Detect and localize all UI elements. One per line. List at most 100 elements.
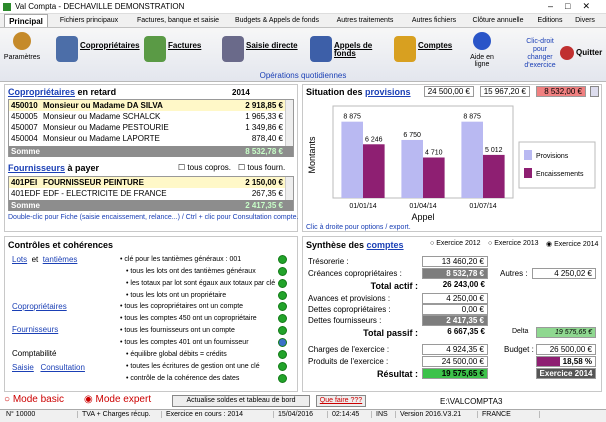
- check-all-suppliers[interactable]: ☐ tous fourn.: [238, 163, 286, 172]
- menu-tab[interactable]: Divers: [575, 17, 595, 24]
- controls-title: Contrôles et cohérences: [8, 240, 114, 250]
- suppliers-title: Fournisseurs à payer: [8, 163, 99, 173]
- suppliers-control-link[interactable]: Fournisseurs: [12, 325, 59, 334]
- toolbar-button[interactable]: Paramètres: [2, 30, 42, 70]
- tantiemes-link[interactable]: tantièmes: [42, 255, 78, 264]
- joiner: et: [31, 255, 39, 264]
- status-icon: [278, 291, 287, 300]
- year-radio[interactable]: ○ Exercice 2013: [488, 240, 539, 247]
- mode-label: Mode basic: [12, 394, 64, 405]
- provisions-title: Situation des provisions: [306, 87, 411, 97]
- refresh-button[interactable]: Actualise soldes et tableau de bord: [172, 395, 310, 407]
- menu-tab[interactable]: Factures, banque et saisie: [136, 17, 220, 24]
- ratio-value: 18,58 %: [536, 356, 596, 367]
- late-table[interactable]: 450010 Monsieur ou Madame DA SILVA 2 918,8…: [8, 99, 294, 157]
- mode-label: Mode expert: [95, 394, 152, 405]
- consultation-link[interactable]: Consultation: [40, 363, 85, 372]
- check-label: tous copros.: [187, 163, 231, 172]
- button-icon: [144, 36, 166, 62]
- quit-button[interactable]: Quitter: [576, 48, 603, 57]
- x-axis-label: Appel: [411, 212, 434, 222]
- row-value: 13 460,20 €: [422, 256, 488, 267]
- quit-icon[interactable]: [560, 46, 574, 60]
- budget-label: Budget :: [504, 345, 534, 354]
- status-cell: Exercice en cours : 2014: [164, 411, 274, 418]
- control-item: • tous les copropriétaires ont un compte: [120, 303, 244, 310]
- scrollbar[interactable]: [285, 177, 293, 200]
- account-code: 401EDF: [11, 189, 41, 198]
- saisie-link[interactable]: Saisie: [12, 363, 34, 372]
- others-label: Autres :: [500, 269, 528, 278]
- table-row[interactable]: 450005 Monsieur ou Madame SCHALCK 1 965,33…: [9, 111, 285, 122]
- delta-value: 19 575,65 €: [536, 327, 596, 338]
- toolbar-button[interactable]: Aide en ligne: [468, 30, 496, 70]
- total-amount: 8 532,78 €: [245, 147, 283, 156]
- mode-basic[interactable]: ○ Mode basic: [4, 394, 64, 405]
- account-code: 401PEI: [11, 178, 38, 187]
- row-label: Charges de l'exercice :: [308, 345, 390, 354]
- suppliers-link[interactable]: Fournisseurs: [8, 163, 66, 173]
- account-name: Monsieur ou Madame SCHALCK: [43, 112, 161, 121]
- status-bar: N° 10000 TVA + Charges récup. Exercice en …: [0, 409, 606, 422]
- late-title-rest: en retard: [77, 87, 117, 97]
- table-row[interactable]: 401PEI FOURNISSEUR PEINTURE 2 150,00 €: [9, 177, 285, 188]
- amount: 267,35 €: [251, 189, 283, 198]
- toolbar-button[interactable]: Factures: [140, 30, 212, 70]
- check-label: tous fourn.: [247, 163, 286, 172]
- button-icon: [394, 36, 416, 62]
- menu-tab[interactable]: Autres traitements: [336, 17, 394, 24]
- mode-expert[interactable]: ◉ Mode expert: [84, 394, 152, 405]
- account-name: Monsieur ou Madame LAPORTE: [43, 134, 160, 143]
- control-item: • tous les lots ont un propriétaire: [126, 292, 227, 299]
- owners-link[interactable]: Copropriétaires: [8, 87, 76, 97]
- year-label: Exercice 2013: [494, 240, 539, 247]
- account-code: 450004: [11, 134, 38, 143]
- window-controls[interactable]: –□✕: [548, 1, 602, 11]
- synthesis-link[interactable]: comptes: [366, 240, 404, 250]
- owners-control-link[interactable]: Copropriétaires: [12, 302, 67, 311]
- exercise-hint: Clic-droit pour changer d'exercice: [524, 38, 556, 69]
- lots-links: Lots et tantièmes: [12, 255, 77, 264]
- toolbar-button[interactable]: Saisie directe: [218, 30, 298, 70]
- table-row[interactable]: 450004 Monsieur ou Madame LAPORTE 878,40 €: [9, 133, 285, 144]
- scrollbar[interactable]: [285, 100, 293, 146]
- menu-tab[interactable]: Principal: [4, 14, 48, 27]
- year-label: Exercice 2012: [436, 240, 481, 247]
- title-bar: Val Compta - DECHAVILLE DEMONSTRATION –□…: [0, 0, 606, 14]
- toolbar-section: Opérations quotidiennes: [259, 71, 347, 80]
- row-label: Produits de l'exercice :: [308, 357, 389, 366]
- menu-tab[interactable]: Budgets & Appels de fonds: [234, 17, 320, 24]
- data-label: 5 012: [485, 147, 503, 154]
- year-radio[interactable]: ○ Exercice 2012: [430, 240, 481, 247]
- app-icon: [3, 3, 11, 11]
- menu-tab[interactable]: Autres fichiers: [411, 17, 457, 24]
- lots-link[interactable]: Lots: [12, 255, 28, 264]
- toolbar-button[interactable]: Copropriétaires: [52, 30, 140, 70]
- row-label: Avances et provisions :: [308, 294, 391, 303]
- year-radio[interactable]: ◉ Exercice 2014: [546, 241, 599, 248]
- amount: 1 965,33 €: [245, 112, 283, 121]
- menu-tab[interactable]: Clôture annuelle: [472, 17, 524, 24]
- table-row[interactable]: 450010 Monsieur ou Madame DA SILVA 2 918,8…: [9, 100, 285, 111]
- table-row[interactable]: 401EDF EDF - ELECTRICITE DE FRANCE 267,35 …: [9, 188, 285, 199]
- help-button[interactable]: Que faire ???: [316, 395, 366, 407]
- year-button[interactable]: Exercice 2014: [536, 368, 596, 379]
- control-item: • toutes les écritures de gestion ont un…: [126, 363, 260, 370]
- bar: [483, 154, 505, 198]
- suppliers-table[interactable]: 401PEI FOURNISSEUR PEINTURE 2 150,00 €401E…: [8, 176, 294, 211]
- table-row[interactable]: 450007 Monsieur ou Madame PESTOURIE 1 349,…: [9, 122, 285, 133]
- menu-tab[interactable]: Editions: [537, 17, 563, 24]
- export-button[interactable]: [590, 86, 599, 97]
- row-value: 26 243,00 €: [442, 280, 485, 289]
- button-icon: [310, 36, 332, 62]
- toolbar-button[interactable]: Appels de fonds: [306, 30, 382, 70]
- help-text: Double-clic pour Fiche (saisie encaissem…: [8, 214, 299, 221]
- row-value: 4 924,35 €: [422, 344, 488, 355]
- status-cell: FRANCE: [480, 411, 540, 418]
- check-all-owners[interactable]: ☐ tous copros.: [178, 163, 231, 172]
- menu-tab[interactable]: Fichiers principaux: [59, 17, 119, 24]
- total-label: Somme: [11, 201, 40, 210]
- provisions-link[interactable]: provisions: [365, 87, 411, 97]
- status-icon: [278, 267, 287, 276]
- toolbar-button[interactable]: Comptes: [390, 30, 460, 70]
